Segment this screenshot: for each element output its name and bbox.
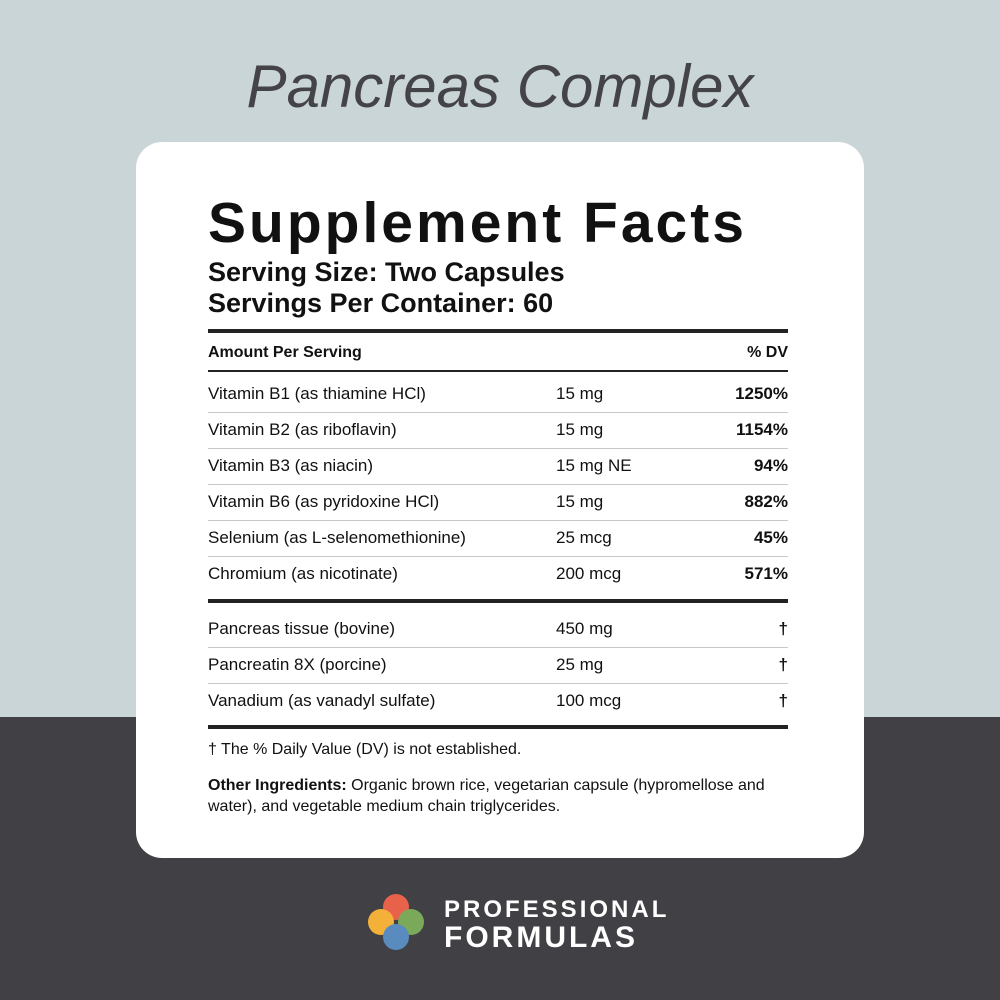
row-divider xyxy=(208,520,788,521)
ingredient-name: Vitamin B1 (as thiamine HCl) xyxy=(208,384,426,403)
daily-value: 882% xyxy=(744,492,788,511)
daily-value: 1250% xyxy=(735,384,788,403)
other-text: Organic brown rice, vegetarian capsule (… xyxy=(208,777,765,815)
daily-value: 571% xyxy=(744,564,788,583)
ingredient-amount: 15 mg NE xyxy=(556,456,632,475)
ingredient-amount: 25 mg xyxy=(556,655,604,674)
daily-value: † xyxy=(778,691,788,710)
ingredient-amount: 15 mg xyxy=(556,384,604,403)
ingredient-name: Pancreas tissue (bovine) xyxy=(208,619,396,638)
ingredient-name: Vitamin B6 (as pyridoxine HCl) xyxy=(208,492,440,511)
rule xyxy=(208,599,788,603)
other-ingredients: Other Ingredients: Organic brown rice, v… xyxy=(208,775,798,817)
facts-title: Supplement Facts xyxy=(208,191,747,255)
column-header: Amount Per Serving xyxy=(208,344,362,361)
ingredient-name: Vitamin B3 (as niacin) xyxy=(208,456,374,475)
daily-value: 1154% xyxy=(736,420,788,439)
facts-card xyxy=(136,142,864,858)
brand-line: FORMULAS xyxy=(444,921,638,954)
row-divider xyxy=(208,412,788,413)
ingredient-name: Selenium (as L-selenomethionine) xyxy=(208,528,466,547)
serving-size: Serving Size: Two Capsules xyxy=(208,257,565,287)
other-label: Other Ingredients: xyxy=(208,777,347,794)
ingredient-name: Chromium (as nicotinate) xyxy=(208,564,398,583)
daily-value: 45% xyxy=(753,528,788,547)
row-divider xyxy=(208,647,788,648)
row-divider xyxy=(208,556,788,557)
servings-per-container: Servings Per Container: 60 xyxy=(208,288,554,318)
daily-value: † xyxy=(778,619,788,638)
ingredient-amount: 15 mg xyxy=(556,420,604,439)
ingredient-amount: 200 mcg xyxy=(556,564,622,583)
rule xyxy=(208,329,788,333)
ingredient-name: Vanadium (as vanadyl sulfate) xyxy=(208,691,436,710)
daily-value: 94% xyxy=(753,456,788,475)
row-divider xyxy=(208,448,788,449)
column-header: % DV xyxy=(747,344,788,361)
ingredient-amount: 15 mg xyxy=(556,492,604,511)
daily-value: † xyxy=(778,655,788,674)
brand-line: PROFESSIONAL xyxy=(444,896,670,923)
ingredient-amount: 450 mg xyxy=(556,619,613,638)
rule xyxy=(208,725,788,729)
brand-logo xyxy=(368,894,424,950)
row-divider xyxy=(208,683,788,684)
ingredient-name: Pancreatin 8X (porcine) xyxy=(208,655,387,674)
ingredient-name: Vitamin B2 (as riboflavin) xyxy=(208,420,397,439)
product-title: Pancreas Complex xyxy=(246,53,754,120)
footnote: † The % Daily Value (DV) is not establis… xyxy=(208,741,522,758)
row-divider xyxy=(208,484,788,485)
ingredient-amount: 25 mcg xyxy=(556,528,612,547)
rule xyxy=(208,370,788,372)
ingredient-amount: 100 mcg xyxy=(556,691,622,710)
